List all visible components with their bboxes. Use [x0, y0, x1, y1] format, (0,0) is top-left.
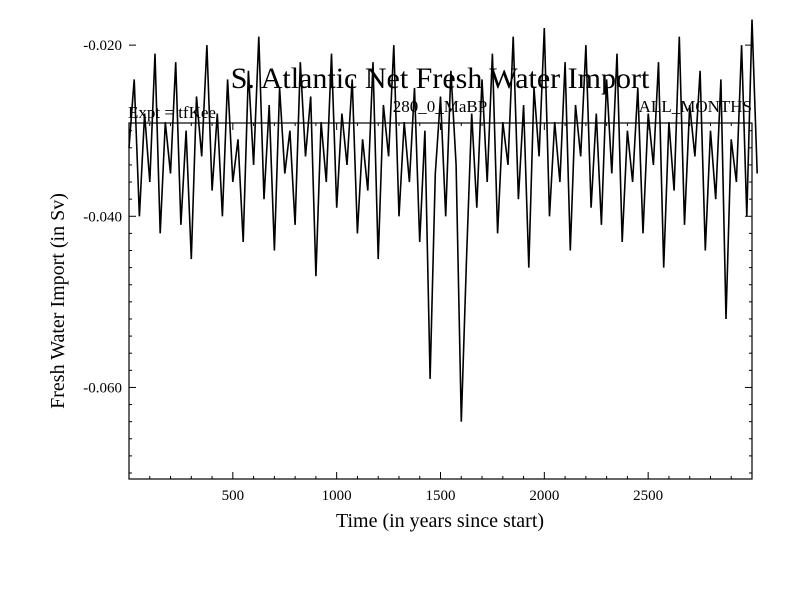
months-label: ALL_MONTHS — [639, 97, 752, 116]
x-tick-marks — [149, 123, 732, 479]
series-line-0 — [128, 19, 758, 422]
y-tick-marks — [129, 44, 752, 474]
x-tick-label: 1500 — [426, 488, 456, 504]
y-axis-label: Fresh Water Import (in Sv) — [47, 193, 69, 409]
x-tick-label: 2500 — [633, 488, 663, 504]
y-tick-labels: -0.020 -0.040 -0.060 — [83, 38, 122, 396]
experiment-label: Expt = tfKee — [128, 103, 216, 122]
y-tick-label: -0.040 — [83, 209, 122, 225]
y-tick-label: -0.060 — [83, 380, 122, 396]
x-tick-labels: 500 1000 1500 2000 2500 — [222, 488, 664, 504]
series-layer — [128, 19, 758, 422]
y-tick-label: -0.020 — [83, 38, 122, 54]
x-tick-label: 500 — [222, 488, 245, 504]
x-tick-label: 1000 — [322, 488, 352, 504]
x-axis-label: Time (in years since start) — [336, 510, 544, 532]
x-tick-label: 2000 — [529, 488, 559, 504]
